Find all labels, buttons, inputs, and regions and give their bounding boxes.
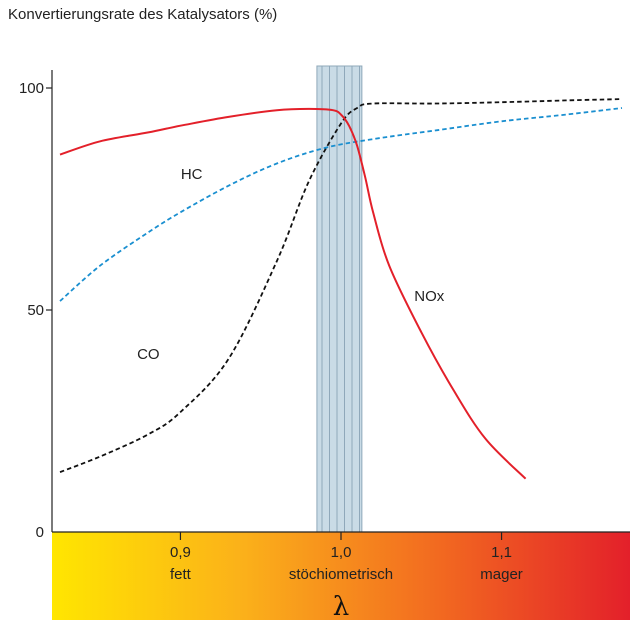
y-tick-label: 0 (36, 524, 44, 541)
gradient-rect (52, 532, 630, 620)
x-tick-label: 1,1 (491, 544, 512, 561)
ticks: 0 50 100 0,9 fett 1,0 stöchiometrisch 1,1 mager λ (19, 80, 523, 620)
series-line-nox (59, 107, 527, 480)
series-line-hc (59, 107, 623, 302)
x-tick-sublabel: stöchiometrisch (289, 566, 393, 583)
lambda-gradient-band (52, 532, 630, 620)
series-layer (59, 98, 623, 480)
x-tick-label: 1,0 (331, 544, 352, 561)
series-labels: HC CO NOx (137, 166, 445, 363)
y-tick-label: 100 (19, 80, 44, 97)
x-tick-sublabel: fett (170, 566, 192, 583)
y-tick-label: 50 (27, 302, 44, 319)
series-label-hc: HC (181, 166, 203, 183)
x-axis-label: λ (333, 592, 349, 620)
series-line-co (59, 98, 623, 473)
series-label-nox: NOx (414, 288, 445, 305)
x-tick-label: 0,9 (170, 544, 191, 561)
stoichiometric-band (316, 65, 363, 533)
x-tick-sublabel: mager (480, 566, 523, 583)
stoich-band-rect (316, 65, 363, 533)
chart-title: Konvertierungsrate des Katalysators (%) (8, 6, 278, 23)
series-label-co: CO (137, 346, 160, 363)
